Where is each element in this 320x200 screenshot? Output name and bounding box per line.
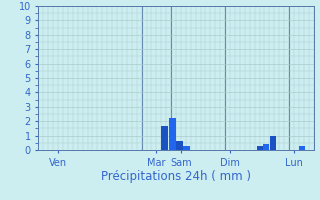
Bar xyxy=(169,118,175,150)
Bar xyxy=(263,144,269,150)
X-axis label: Précipitations 24h ( mm ): Précipitations 24h ( mm ) xyxy=(101,170,251,183)
Bar xyxy=(257,146,263,150)
Bar xyxy=(176,141,183,150)
Bar xyxy=(270,136,276,150)
Bar xyxy=(183,146,190,150)
Bar xyxy=(299,146,305,150)
Bar xyxy=(161,126,168,150)
